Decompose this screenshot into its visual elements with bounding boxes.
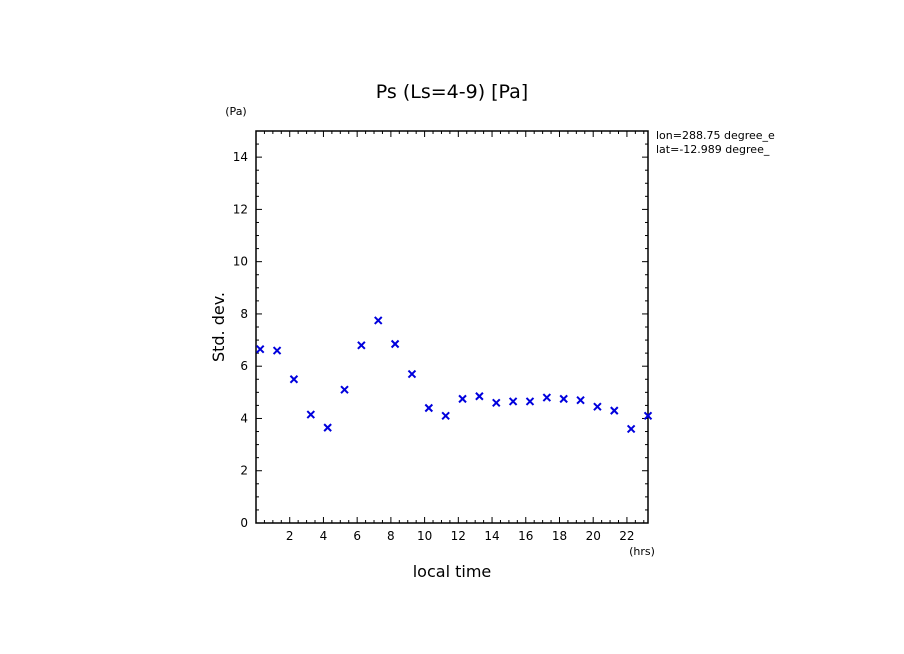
x-tick-label: 16 [518, 529, 533, 543]
y-tick-label: 0 [240, 516, 248, 530]
data-point [289, 375, 299, 384]
data-point [256, 345, 265, 354]
data-point [357, 341, 366, 350]
annotation-lon: lon=288.75 degree_e [656, 129, 775, 142]
y-tick-label: 12 [233, 202, 248, 216]
data-point [576, 395, 585, 405]
y-tick-label: 2 [240, 464, 248, 478]
data-point [525, 397, 535, 406]
y-tick-label: 4 [240, 411, 248, 425]
y-tick-label: 10 [233, 255, 248, 269]
x-tick-label: 4 [320, 529, 328, 543]
x-tick-label: 14 [484, 529, 499, 543]
data-point [542, 393, 552, 402]
data-point [441, 411, 450, 421]
data-point [626, 424, 636, 434]
plot-frame [255, 130, 649, 524]
y-axis-label: Std. dev. [209, 292, 228, 362]
data-point [492, 398, 501, 407]
x-tick-label: 20 [586, 529, 601, 543]
x-axis-ticks: 2 4 6 8 10 12 14 16 18 20 22 [255, 131, 645, 543]
data-point [508, 397, 518, 406]
data-point [306, 410, 316, 419]
data-point [374, 316, 383, 325]
x-axis-label: local time [413, 562, 492, 581]
x-tick-label: 22 [619, 529, 634, 543]
data-point [559, 394, 568, 404]
y-unit-label: (Pa) [225, 105, 246, 118]
x-unit-label: (hrs) [629, 545, 655, 558]
chart-title: Ps (Ls=4-9) [Pa] [376, 81, 528, 103]
y-tick-label: 6 [240, 359, 248, 373]
data-point [407, 369, 417, 379]
data-point [390, 339, 400, 349]
data-point [610, 406, 619, 415]
data-point [458, 394, 467, 404]
y-tick-label: 8 [240, 307, 248, 321]
data-point [643, 411, 653, 421]
x-tick-label: 6 [353, 529, 361, 543]
x-tick-label: 10 [417, 529, 432, 543]
data-point [424, 403, 434, 413]
x-tick-label: 18 [552, 529, 567, 543]
y-axis-ticks: 0 2 4 6 8 10 12 14 [233, 130, 648, 530]
data-point [323, 423, 332, 432]
x-tick-label: 2 [286, 529, 294, 543]
data-point [340, 385, 349, 394]
y-tick-label: 14 [233, 150, 248, 164]
data-point [272, 346, 282, 355]
x-tick-label: 12 [451, 529, 466, 543]
x-tick-label: 8 [387, 529, 395, 543]
data-point [593, 402, 602, 411]
data-point [475, 392, 484, 401]
data-points [256, 316, 653, 434]
annotation-lat: lat=-12.989 degree_ [656, 143, 770, 156]
